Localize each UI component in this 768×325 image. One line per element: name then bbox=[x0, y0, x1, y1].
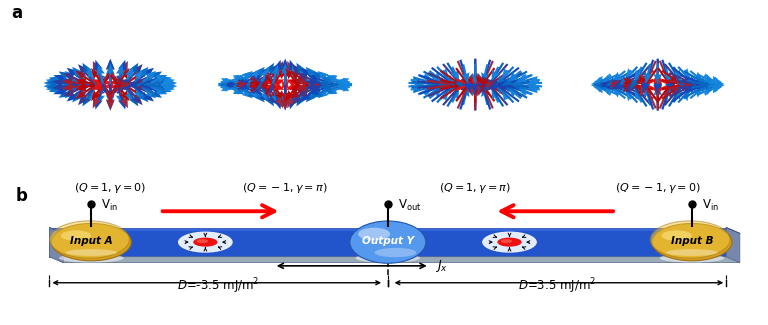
Ellipse shape bbox=[501, 239, 512, 243]
Ellipse shape bbox=[486, 233, 533, 251]
Text: $(Q = -1, \gamma = \pi)$: $(Q = -1, \gamma = \pi)$ bbox=[243, 181, 328, 195]
Polygon shape bbox=[49, 257, 740, 263]
Ellipse shape bbox=[58, 240, 131, 249]
Polygon shape bbox=[49, 227, 727, 231]
Ellipse shape bbox=[666, 249, 718, 256]
Text: Input A: Input A bbox=[70, 236, 113, 245]
Ellipse shape bbox=[498, 238, 521, 247]
Polygon shape bbox=[49, 227, 63, 263]
Ellipse shape bbox=[375, 248, 416, 257]
Ellipse shape bbox=[660, 254, 724, 263]
Ellipse shape bbox=[65, 249, 118, 256]
Ellipse shape bbox=[197, 239, 208, 243]
Ellipse shape bbox=[61, 230, 91, 241]
Text: V$_\mathrm{out}$: V$_\mathrm{out}$ bbox=[398, 198, 421, 213]
Ellipse shape bbox=[59, 254, 124, 263]
Text: Input B: Input B bbox=[670, 236, 713, 245]
Text: b: b bbox=[15, 187, 27, 205]
Ellipse shape bbox=[356, 254, 420, 263]
Text: Output Y: Output Y bbox=[362, 236, 414, 245]
Ellipse shape bbox=[661, 230, 692, 241]
Text: $(Q = 1, \gamma = 0)$: $(Q = 1, \gamma = 0)$ bbox=[74, 181, 147, 195]
Ellipse shape bbox=[482, 231, 537, 253]
Text: $D$=-3.5 mJ/m$^2$: $D$=-3.5 mJ/m$^2$ bbox=[177, 276, 260, 296]
Ellipse shape bbox=[358, 227, 390, 240]
Text: $J_x$: $J_x$ bbox=[435, 258, 448, 274]
Text: $(Q = -1, \gamma = 0)$: $(Q = -1, \gamma = 0)$ bbox=[614, 181, 700, 195]
Ellipse shape bbox=[652, 224, 732, 261]
Polygon shape bbox=[727, 227, 740, 263]
Ellipse shape bbox=[194, 238, 217, 247]
Text: a: a bbox=[12, 4, 22, 22]
Polygon shape bbox=[49, 227, 727, 257]
Ellipse shape bbox=[350, 221, 426, 263]
Ellipse shape bbox=[178, 231, 233, 253]
Ellipse shape bbox=[51, 224, 131, 261]
Ellipse shape bbox=[50, 221, 129, 258]
Text: V$_\mathrm{in}$: V$_\mathrm{in}$ bbox=[101, 198, 118, 213]
Ellipse shape bbox=[182, 233, 229, 251]
Text: V$_\mathrm{in}$: V$_\mathrm{in}$ bbox=[702, 198, 719, 213]
Text: $(Q = 1, \gamma = \pi)$: $(Q = 1, \gamma = \pi)$ bbox=[439, 181, 511, 195]
Ellipse shape bbox=[650, 221, 730, 258]
Ellipse shape bbox=[658, 240, 732, 249]
Text: $D$=3.5 mJ/m$^2$: $D$=3.5 mJ/m$^2$ bbox=[518, 276, 596, 296]
